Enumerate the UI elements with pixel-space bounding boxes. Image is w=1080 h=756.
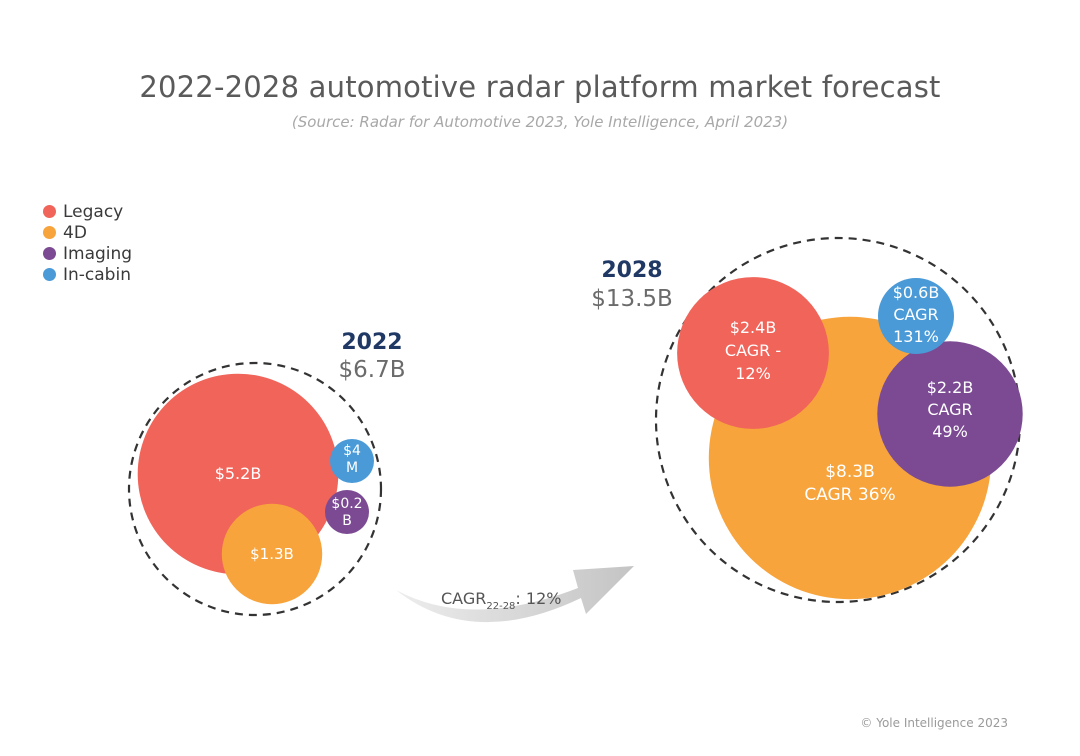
bubble-label-2022-in-cabin: $4 M — [343, 443, 361, 476]
legend-item-legacy: Legacy — [43, 201, 132, 222]
chart-subtitle: (Source: Radar for Automotive 2023, Yole… — [291, 113, 789, 131]
bubble-2028-imaging — [877, 341, 1023, 487]
chart-title: 2022-2028 automotive radar platform mark… — [139, 70, 941, 104]
legend-label-imaging: Imaging — [63, 243, 133, 264]
bubble-label-2022-legacy: $5.2B — [215, 464, 262, 483]
legend-label-in-cabin: In-cabin — [63, 264, 131, 285]
copyright-footer: © Yole Intelligence 2023 — [860, 716, 1008, 730]
outline-2022 — [127, 361, 383, 617]
bubble-label-2022-4d: $1.3B — [250, 545, 294, 563]
legend-item-in-cabin: In-cabin — [43, 264, 132, 285]
bubble-label-2028-imaging: $2.2B CAGR 49% — [927, 378, 974, 441]
bubble-2022-in-cabin — [330, 439, 374, 483]
bubble-2028-in-cabin — [878, 278, 954, 354]
bubble-label-2028-in-cabin: $0.6B CAGR 131% — [893, 283, 940, 346]
legend-swatch-in-cabin — [43, 268, 56, 281]
bubble-2022-imaging — [325, 490, 369, 534]
year-label-2028: 2028 — [601, 258, 662, 283]
legend-swatch-imaging — [43, 247, 56, 260]
cagr-label: CAGR22-28: 12% — [441, 589, 561, 612]
legend-item-4d: 4D — [43, 222, 132, 243]
legend-swatch-4d — [43, 226, 56, 239]
group-2022: 2022 $6.7B — [127, 330, 406, 617]
year-label-2022: 2022 — [341, 330, 402, 355]
growth-arrow — [396, 566, 634, 623]
legend-label-4d: 4D — [63, 222, 87, 243]
legend-item-imaging: Imaging — [43, 243, 132, 264]
bubble-label-2028-legacy: $2.4B CAGR -12% — [725, 318, 781, 383]
bubble-2028-legacy — [677, 277, 829, 429]
bubble-label-2022-imaging: $0.2 B — [331, 496, 362, 529]
legend-swatch-legacy — [43, 205, 56, 218]
legend-label-legacy: Legacy — [63, 201, 124, 222]
total-label-2022: $6.7B — [339, 357, 406, 383]
legend: Legacy 4D Imaging In-cabin — [43, 201, 132, 285]
bubble-2022-4d — [221, 503, 323, 605]
total-label-2028: $13.5B — [591, 286, 673, 312]
bubble-label-2028-4d: $8.3B CAGR 36% — [804, 462, 895, 505]
bubbles — [137, 277, 1023, 605]
